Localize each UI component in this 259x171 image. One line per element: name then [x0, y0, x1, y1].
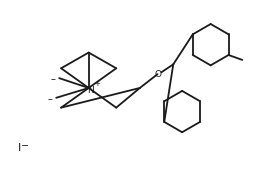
Text: –: –: [47, 94, 52, 104]
Text: +: +: [95, 81, 100, 87]
Text: −: −: [21, 141, 29, 151]
Text: I: I: [18, 143, 21, 153]
Text: –: –: [50, 74, 55, 84]
Text: N: N: [87, 86, 94, 95]
Text: O: O: [154, 70, 161, 79]
